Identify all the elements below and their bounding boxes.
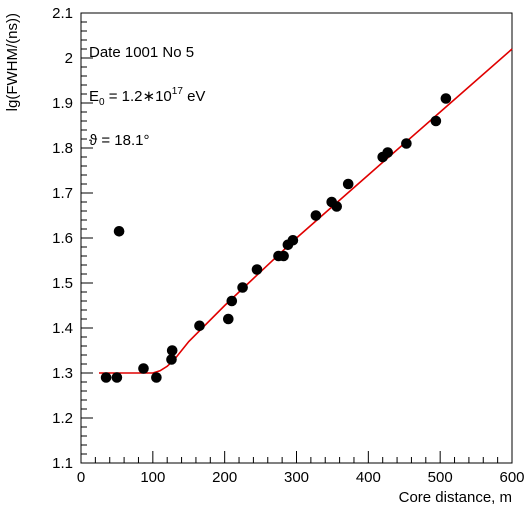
data-points-layer [100, 93, 452, 383]
y-axis-ticks: 1.1 1.2 1.3 1.4 1.5 1.6 1.7 1.8 1.9 2 2.1 [52, 5, 93, 472]
energy-exponent: 17 [172, 86, 184, 97]
y-tick-label: 1.8 [52, 140, 73, 157]
energy-subscript: 0 [99, 97, 105, 108]
x-tick-label: 600 [499, 469, 524, 486]
data-point [440, 93, 452, 104]
x-tick-label: 200 [212, 469, 237, 486]
data-point [100, 372, 112, 383]
y-tick-label: 1.7 [52, 185, 73, 202]
x-tick-label: 0 [77, 469, 85, 486]
y-tick-label: 1.5 [52, 275, 73, 292]
data-point [331, 201, 343, 212]
data-point [166, 345, 178, 356]
x-tick-label: 500 [428, 469, 453, 486]
data-point [237, 282, 248, 293]
data-point [382, 147, 394, 158]
data-point [113, 226, 125, 237]
x-axis-title: Core distance, m [399, 489, 512, 506]
data-point [310, 210, 322, 221]
data-point [287, 235, 299, 246]
data-point [401, 138, 412, 149]
annotation-angle: ϑ = 18.1° [89, 132, 150, 149]
x-axis-ticks: 0 100 200 300 400 500 600 [77, 451, 525, 486]
energy-equals: = 1.2∗10 [105, 88, 172, 105]
y-tick-label: 1.2 [52, 410, 73, 427]
data-point [166, 354, 177, 365]
data-point [223, 313, 234, 325]
data-point [226, 295, 238, 307]
annotation-energy: E0 = 1.2∗1017 eV [89, 86, 205, 108]
y-tick-label: 1.6 [52, 230, 73, 247]
annotation-date: Date 1001 No 5 [89, 44, 194, 61]
y-tick-label: 1.9 [52, 95, 73, 112]
energy-symbol: E [89, 88, 99, 105]
y-axis-title: lg(FWHM/(ns)) [4, 13, 21, 111]
x-tick-label: 300 [284, 469, 309, 486]
y-tick-label: 2 [65, 50, 73, 67]
y-tick-label: 2.1 [52, 5, 73, 22]
data-point [251, 264, 263, 275]
x-tick-label: 400 [356, 469, 381, 486]
data-point [194, 320, 205, 332]
data-point [151, 372, 162, 383]
data-point [138, 363, 149, 374]
data-point [278, 250, 289, 262]
data-point [342, 178, 354, 190]
y-tick-label: 1.4 [52, 320, 73, 337]
y-tick-label: 1.1 [52, 455, 73, 472]
y-tick-label: 1.3 [52, 365, 73, 382]
data-point [430, 115, 442, 127]
energy-unit: eV [183, 88, 206, 105]
x-tick-label: 100 [140, 469, 165, 486]
data-point [111, 372, 123, 383]
